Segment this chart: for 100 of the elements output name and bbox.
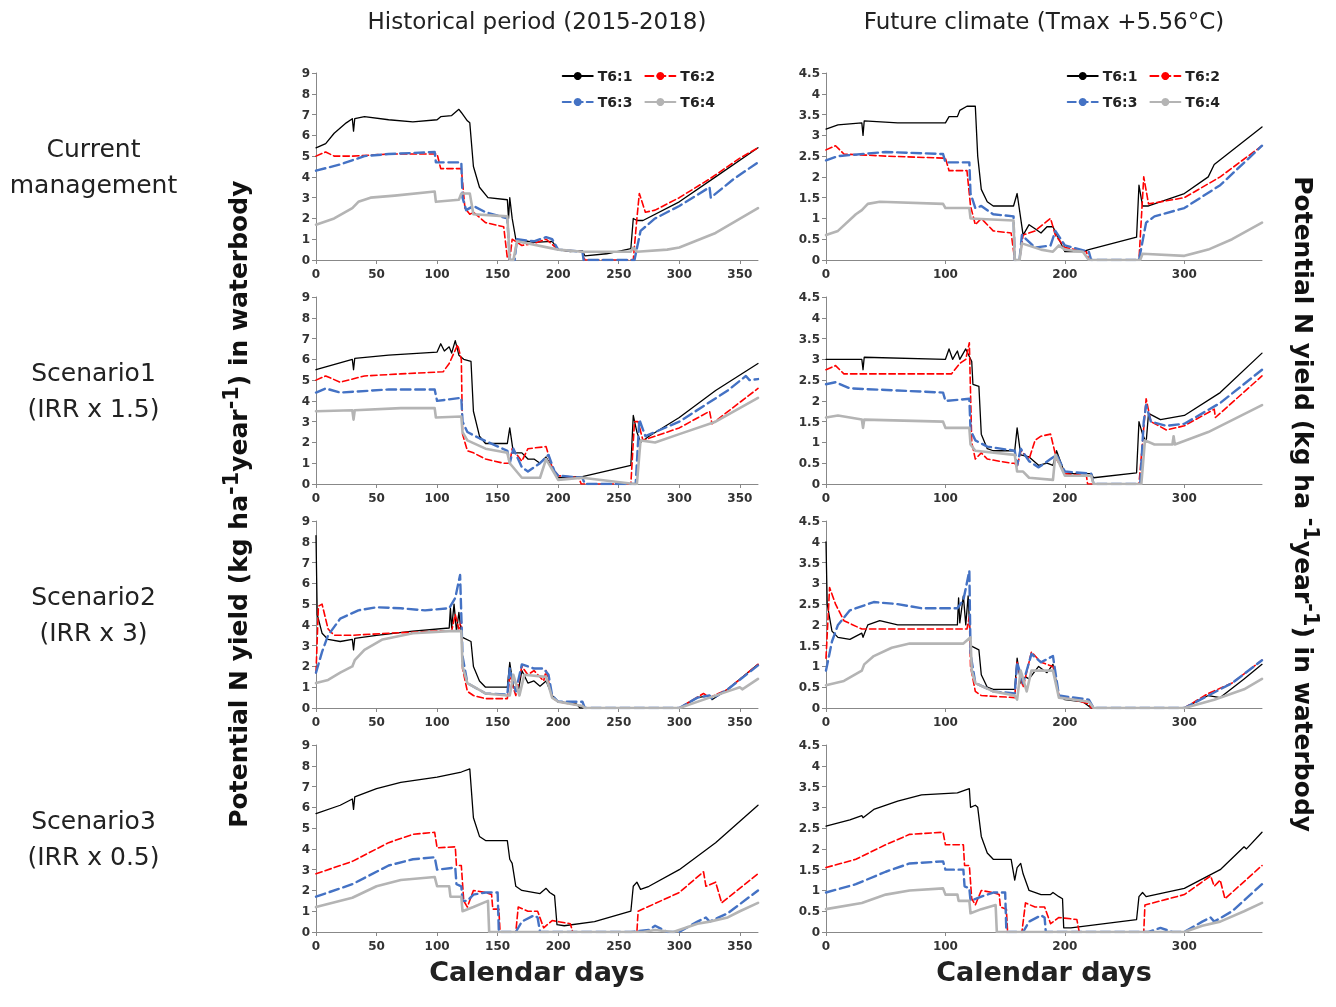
y-tick-label: 1 [301, 904, 310, 919]
y-tick-label: 0 [811, 925, 820, 939]
line-series [825, 787, 1263, 929]
y-tick-label: 1.5 [798, 414, 820, 429]
y-tick-label: 0.5 [798, 680, 820, 695]
y-tick-label: 1 [811, 659, 820, 674]
y-tick-label: 4.5 [798, 290, 820, 304]
y-tick-label: 7 [301, 779, 310, 794]
x-tick-label: 150 [485, 267, 511, 281]
y-tick-label: 0.5 [798, 456, 820, 471]
x-tick-label: 250 [606, 267, 632, 281]
y-tick-label: 0 [301, 925, 310, 939]
y-tick-label: 1.5 [798, 638, 820, 653]
y-tick-label: 4 [301, 617, 310, 632]
y-tick-label: 4 [811, 86, 820, 101]
y-tick-label: 2 [811, 393, 820, 408]
y-tick-label: 4 [301, 393, 310, 408]
x-tick-label: 200 [545, 715, 571, 729]
x-tick-label: 0 [311, 715, 321, 729]
y-tick-label: 6 [301, 128, 310, 143]
y-tick-label: 6 [301, 576, 310, 591]
x-tick-label: 0 [821, 491, 831, 505]
legend-label: T6:2 [1185, 68, 1221, 84]
y-tick-label: 0 [811, 477, 820, 491]
y-tick-label: 5 [301, 821, 310, 836]
x-tick-label: 100 [932, 939, 958, 953]
legend-label: T6:4 [680, 94, 716, 110]
x-tick-label: 250 [606, 491, 632, 505]
y-tick-label: 8 [301, 86, 310, 101]
y-tick-label: 3.5 [798, 555, 820, 570]
x-tick-label: 50 [368, 267, 385, 281]
y-tick-label: 0 [301, 253, 310, 267]
x-tick-label: 100 [932, 267, 958, 281]
x-axis-title: Calendar days [935, 956, 1153, 987]
x-tick-label: 100 [424, 267, 450, 281]
legend-label: T6:4 [1185, 94, 1221, 110]
x-tick-label: 300 [666, 939, 692, 953]
x-tick-label: 300 [666, 715, 692, 729]
y-tick-label: 5 [301, 597, 310, 612]
y-tick-label: 2 [301, 659, 310, 674]
x-tick-label: 0 [311, 267, 321, 281]
y-tick-label: 2.5 [798, 373, 820, 388]
x-tick-label: 200 [545, 267, 571, 281]
y-tick-label: 5 [301, 149, 310, 164]
y-tick-label: 1 [811, 883, 820, 898]
x-tick-label: 250 [606, 715, 632, 729]
y-tick-label: 1.5 [798, 862, 820, 877]
y-tick-label: 4.5 [798, 66, 820, 80]
x-tick-label: 150 [485, 939, 511, 953]
y-tick-label: 2 [811, 169, 820, 184]
y-tick-label: 3 [811, 352, 820, 367]
x-axis-title: Calendar days [428, 956, 646, 987]
y-tick-label: 5 [301, 373, 310, 388]
y-tick-label: 0 [301, 477, 310, 491]
y-tick-label: 3 [811, 800, 820, 815]
y-tick-label: 7 [301, 107, 310, 122]
y-tick-label: 3.5 [798, 107, 820, 122]
x-tick-label: 300 [1171, 939, 1197, 953]
y-tick-label: 0 [811, 701, 820, 715]
y-tick-label: 6 [301, 352, 310, 367]
x-tick-label: 250 [606, 939, 632, 953]
y-tick-label: 4 [811, 758, 820, 773]
y-tick-label: 2.5 [798, 149, 820, 164]
legend-label: T6:2 [680, 68, 716, 84]
y-tick-label: 3.5 [798, 331, 820, 346]
y-tick-label: 2.5 [798, 821, 820, 836]
x-tick-label: 50 [368, 491, 385, 505]
y-tick-label: 7 [301, 555, 310, 570]
x-tick-label: 0 [311, 939, 321, 953]
x-tick-label: 0 [821, 715, 831, 729]
chart-title: Historical period (2015-2018) [366, 8, 708, 34]
x-tick-label: 150 [485, 715, 511, 729]
y-tick-label: 4 [811, 310, 820, 325]
y-tick-label: 3 [301, 862, 310, 877]
x-tick-label: 200 [545, 491, 571, 505]
y-tick-label: 9 [301, 514, 310, 528]
x-tick-label: 200 [1052, 715, 1078, 729]
x-tick-label: 350 [727, 939, 753, 953]
y-tick-label: 0 [811, 253, 820, 267]
y-tick-label: 1.5 [798, 190, 820, 205]
x-tick-label: 350 [727, 267, 753, 281]
line-series [315, 108, 759, 257]
text: Current management [8, 132, 179, 201]
x-tick-label: 150 [485, 491, 511, 505]
x-tick-label: 100 [424, 715, 450, 729]
y-tick-label: 9 [301, 66, 310, 80]
y-tick-label: 3 [811, 576, 820, 591]
y-tick-label: 4 [811, 534, 820, 549]
x-tick-label: 350 [727, 715, 753, 729]
y-tick-label: 9 [301, 738, 310, 752]
legend-label: T6:1 [1102, 68, 1138, 84]
y-tick-label: 2 [301, 883, 310, 898]
y-tick-label: 3 [301, 414, 310, 429]
x-tick-label: 100 [424, 491, 450, 505]
x-tick-label: 100 [932, 491, 958, 505]
x-tick-label: 300 [1171, 491, 1197, 505]
x-tick-label: 350 [727, 491, 753, 505]
y-tick-label: 4.5 [798, 738, 820, 752]
y-tick-label: 0.5 [798, 232, 820, 247]
legend-label: T6:3 [1102, 94, 1138, 110]
